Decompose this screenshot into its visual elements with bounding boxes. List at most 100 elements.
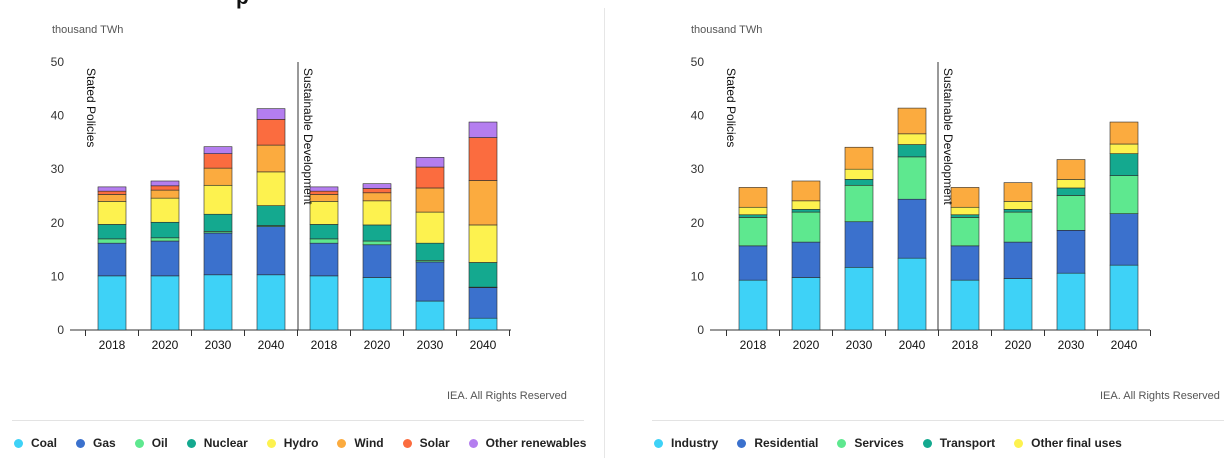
scenario-label: Stated Policies [724, 68, 738, 147]
bar-segment [468, 317, 498, 331]
unit-label: thousand TWh [691, 24, 762, 36]
bar-segment [203, 167, 233, 186]
legend-item[interactable]: Services [837, 436, 904, 450]
y-tick-label: 10 [691, 269, 705, 283]
legend-swatch [737, 438, 747, 448]
bar-segment [97, 275, 127, 331]
legend-item[interactable]: Hydro [266, 436, 318, 450]
credit-right: IEA. All Rights Reserved [1100, 390, 1220, 402]
x-tick-label: 2018 [99, 338, 126, 352]
legend-item[interactable]: Gas [76, 436, 116, 450]
legend-item[interactable]: Industry [654, 436, 718, 450]
legend-label: Coal [31, 436, 58, 450]
bar-segment [844, 184, 874, 223]
bar-segment [256, 144, 286, 173]
bar-segment [738, 217, 768, 247]
legend-swatch [468, 438, 478, 448]
legend-item[interactable]: Wind [337, 436, 384, 450]
bar-segment [844, 266, 874, 331]
bar-segment [362, 188, 392, 194]
bar-segment [362, 277, 392, 331]
legend-item[interactable]: Coal [14, 436, 57, 450]
x-tick-label: 2040 [1111, 338, 1138, 352]
bar-segment [203, 146, 233, 154]
bar-segment [97, 238, 127, 244]
bar-segment [362, 224, 392, 242]
legend-label: Other final uses [1031, 436, 1122, 450]
bar-segment [309, 186, 339, 192]
x-tick-label: 2020 [364, 338, 391, 352]
y-tick-label: 0 [697, 323, 704, 337]
legend-swatch [14, 438, 23, 448]
credit-left: IEA. All Rights Reserved [447, 390, 567, 402]
legend-label: Industry [671, 436, 719, 450]
y-tick-label: 0 [57, 323, 64, 337]
legend-item[interactable]: Solar [402, 436, 450, 450]
x-tick-label: 2040 [899, 338, 926, 352]
bar-segment [1003, 241, 1033, 279]
bar-segment [1056, 187, 1086, 196]
x-tick-label: 2020 [152, 338, 179, 352]
bar-segment [791, 180, 821, 202]
bar-segment [415, 187, 445, 213]
bar-segment [950, 187, 980, 208]
bar-segment [362, 200, 392, 226]
legend-item[interactable]: Nuclear [186, 436, 248, 450]
legend-item[interactable]: Other final uses [1014, 436, 1122, 450]
x-tick-label: 2030 [1058, 338, 1085, 352]
y-tick-label: 50 [691, 55, 705, 69]
bar-segment [897, 144, 927, 158]
legend-item[interactable]: Residential [737, 436, 818, 450]
bar-segment [738, 206, 768, 216]
bar-segment [844, 168, 874, 180]
bar-segment [415, 166, 445, 189]
legend-swatch [922, 438, 932, 448]
x-tick-label: 2040 [470, 338, 497, 352]
x-tick-label: 2030 [846, 338, 873, 352]
bar-segment [150, 180, 180, 187]
bar-segment [256, 119, 286, 146]
bar-segment [203, 232, 233, 276]
bar-segment [468, 121, 498, 138]
legend-item[interactable]: Oil [134, 436, 168, 450]
bar-segment [415, 157, 445, 168]
legend-swatch [266, 438, 276, 448]
bar-segment [950, 214, 980, 218]
bar-segment [1109, 213, 1139, 266]
bar-segment [362, 240, 392, 246]
bar-segment [1003, 182, 1033, 202]
bar-segment [738, 279, 768, 331]
bar-segment [1003, 211, 1033, 243]
bar-segment [1056, 195, 1086, 231]
y-tick-label: 20 [691, 216, 705, 230]
scenario-label: Sustainable Development [301, 68, 315, 205]
legend-swatch [837, 438, 847, 448]
bar-segment [1109, 153, 1139, 176]
y-tick-label: 30 [51, 162, 65, 176]
legend-item[interactable]: Other renewables [468, 436, 586, 450]
bar-segment [1056, 230, 1086, 274]
y-tick-label: 50 [51, 55, 65, 69]
bar-segment [1056, 179, 1086, 189]
scenario-label: Stated Policies [84, 68, 98, 147]
x-tick-label: 2040 [258, 338, 285, 352]
legend-item[interactable]: Transport [922, 436, 995, 450]
bar-segment [97, 194, 127, 202]
bar-segment [897, 198, 927, 259]
legend-label: Solar [419, 436, 450, 450]
bar-segment [1056, 159, 1086, 180]
bar-segment [468, 180, 498, 226]
bar-segment [844, 146, 874, 170]
bar-segment [203, 184, 233, 215]
bar-segment [897, 257, 927, 331]
x-tick-label: 2018 [740, 338, 767, 352]
x-tick-label: 2020 [1005, 338, 1032, 352]
bar-segment [897, 133, 927, 145]
legend-swatch [76, 438, 86, 448]
bar-segment [950, 206, 980, 216]
y-tick-label: 20 [51, 216, 65, 230]
bar-segment [468, 224, 498, 263]
legend-label: Wind [354, 436, 384, 450]
bar-segment [97, 224, 127, 240]
bar-segment [150, 275, 180, 331]
